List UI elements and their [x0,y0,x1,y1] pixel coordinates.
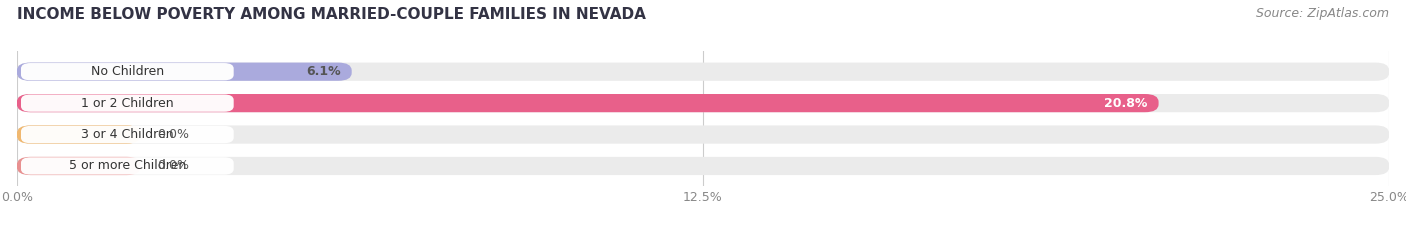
FancyBboxPatch shape [21,63,233,80]
FancyBboxPatch shape [17,63,352,81]
FancyBboxPatch shape [17,157,1389,175]
Text: 0.0%: 0.0% [157,128,188,141]
FancyBboxPatch shape [17,125,1389,144]
FancyBboxPatch shape [21,94,233,112]
Text: 3 or 4 Children: 3 or 4 Children [82,128,174,141]
Text: 0.0%: 0.0% [157,159,188,172]
FancyBboxPatch shape [17,157,141,175]
FancyBboxPatch shape [21,157,233,175]
FancyBboxPatch shape [21,126,233,143]
FancyBboxPatch shape [17,63,1389,81]
Text: INCOME BELOW POVERTY AMONG MARRIED-COUPLE FAMILIES IN NEVADA: INCOME BELOW POVERTY AMONG MARRIED-COUPL… [17,7,645,22]
Text: No Children: No Children [91,65,165,78]
FancyBboxPatch shape [17,125,141,144]
FancyBboxPatch shape [17,94,1159,112]
Text: 6.1%: 6.1% [307,65,340,78]
Text: 20.8%: 20.8% [1104,97,1147,110]
FancyBboxPatch shape [17,94,1389,112]
Text: 1 or 2 Children: 1 or 2 Children [82,97,174,110]
Text: Source: ZipAtlas.com: Source: ZipAtlas.com [1256,7,1389,20]
Text: 5 or more Children: 5 or more Children [69,159,186,172]
